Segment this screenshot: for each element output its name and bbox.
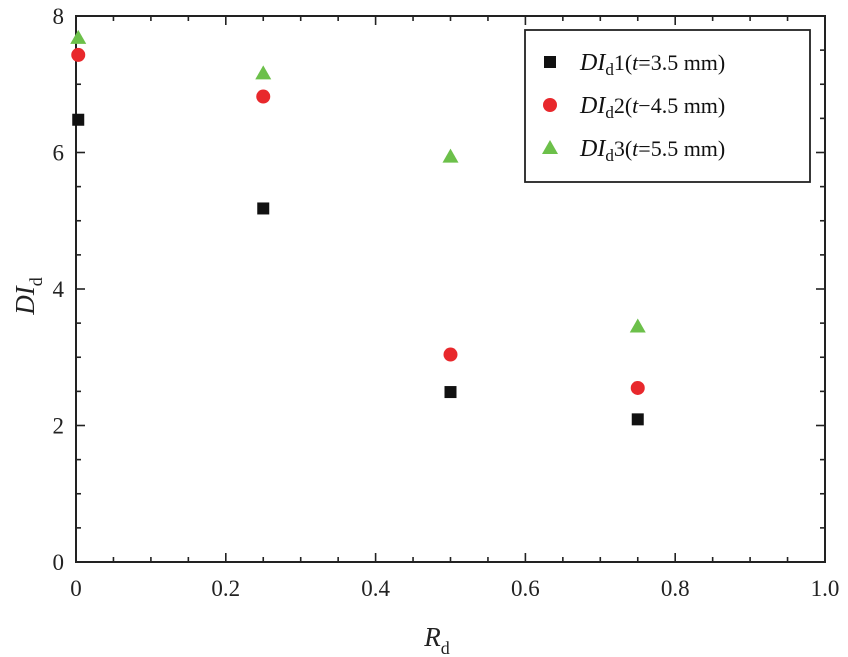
y-tick-label: 8 [53, 4, 65, 29]
legend-marker-circle [543, 98, 557, 112]
plot-frame [75, 15, 826, 563]
x-tick-label: 0.6 [511, 576, 540, 601]
legend: DId1(t=3.5 mm) DId2(t−4.5 mm) DId3(t=5.5 m… [524, 29, 811, 183]
data-point-square [631, 413, 644, 426]
data-point-square [257, 202, 270, 215]
legend-marker-square [544, 56, 556, 68]
y-tick-label: 4 [53, 277, 65, 302]
legend-marker-triangle [542, 140, 558, 154]
data-point-circle [443, 347, 458, 362]
tick-labels: 0 0.2 0.4 0.6 0.8 1.0 0 2 4 6 8 [53, 4, 840, 601]
x-tick-label: 0.4 [361, 576, 390, 601]
legend-label: DId3(t=5.5 mm) [579, 136, 725, 165]
data-point-triangle [629, 318, 646, 333]
legend-label: DId2(t−4.5 mm) [579, 93, 725, 122]
x-tick-label: 0 [70, 576, 82, 601]
data-points [70, 29, 646, 426]
data-point-square [72, 113, 85, 126]
y-axis-label: DId [10, 277, 46, 316]
legend-label: DId1(t=3.5 mm) [579, 50, 725, 79]
y-tick-label: 6 [53, 141, 65, 166]
x-tick-label: 1.0 [811, 576, 840, 601]
y-tick-label: 0 [53, 550, 65, 575]
x-tick-label: 0.2 [211, 576, 240, 601]
data-point-circle [71, 47, 86, 62]
y-tick-label: 2 [53, 414, 65, 439]
data-point-circle [256, 89, 271, 104]
data-point-circle [630, 380, 645, 395]
legend-box [524, 29, 811, 183]
x-tick-label: 0.8 [661, 576, 690, 601]
data-point-square [444, 386, 457, 399]
x-axis-label: Rd [423, 622, 450, 657]
data-point-triangle [442, 148, 459, 163]
data-point-triangle [70, 29, 87, 44]
data-point-triangle [255, 65, 272, 80]
